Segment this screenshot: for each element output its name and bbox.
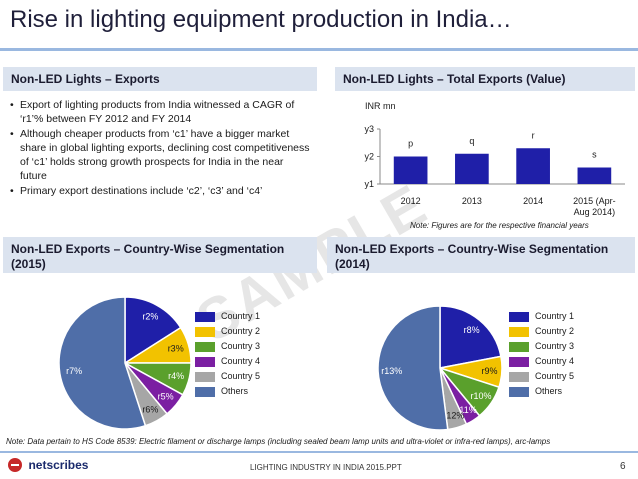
- bar-chart-note: Note: Figures are for the respective fin…: [410, 221, 589, 230]
- pie-chart-2014: r8% r9% r10% r11%r12% r13%: [377, 305, 503, 431]
- swatch: [509, 311, 529, 322]
- legend-item-country3: Country 3: [195, 340, 260, 352]
- legend-item-country1: Country 1: [195, 310, 260, 322]
- legend-label: Country 4: [535, 356, 575, 366]
- bar-data-label: p: [408, 139, 413, 149]
- legend-item-country5: Country 5: [509, 370, 574, 382]
- legend-item-country1: Country 1: [509, 310, 574, 322]
- bar: [577, 167, 612, 184]
- pie-chart-2015: r2% r3% r4% r5%r6% r7%: [58, 296, 192, 430]
- swatch: [195, 371, 215, 382]
- footnote: Note: Data pertain to HS Code 8539: Elec…: [6, 437, 551, 446]
- pie-slice: [124, 296, 182, 365]
- pie-data-label: r5%: [158, 392, 174, 402]
- total-exports-header: Non-LED Lights – Total Exports (Value): [335, 67, 635, 91]
- swatch: [195, 311, 215, 322]
- swatch: [195, 386, 215, 397]
- pie-slice: [58, 296, 147, 430]
- bullet-item: Although cheaper products from ‘c1’ have…: [10, 127, 310, 183]
- legend-label: Country 2: [221, 326, 261, 336]
- segmentation-2014-header: Non-LED Exports – Country-Wise Segmentat…: [327, 237, 635, 273]
- legend-item-others: Others: [195, 385, 248, 397]
- pie-data-label: r9%: [481, 366, 497, 376]
- total-exports-bar-chart: INR mn y1 y2 y3 p 2012 q 2013 r 2014 s 2015 (Apr-Au…: [364, 101, 625, 217]
- x-tick-label: 2013: [462, 196, 482, 206]
- legend-2014: Country 1 Country 2 Country 3 Country 4 …: [509, 310, 589, 400]
- legend-label: Country 3: [535, 341, 575, 351]
- title-rule: [0, 48, 638, 51]
- swatch: [195, 341, 215, 352]
- legend-label: Country 2: [535, 326, 575, 336]
- pie-data-label: r6%: [142, 404, 158, 414]
- pie-data-label: r13%: [381, 366, 402, 376]
- swatch: [509, 371, 529, 382]
- exports-header: Non-LED Lights – Exports: [3, 67, 317, 91]
- pie-data-label: r8%: [464, 325, 480, 335]
- bar-data-label: r: [532, 130, 535, 140]
- bar-data-label: s: [592, 150, 597, 160]
- legend-item-country4: Country 4: [509, 355, 574, 367]
- brand-name: netscribes: [28, 457, 89, 472]
- legend-label: Country 1: [535, 311, 575, 321]
- pie-data-label: r11%: [456, 405, 476, 415]
- legend-label: Country 5: [221, 371, 261, 381]
- swatch: [195, 356, 215, 367]
- legend-item-country2: Country 2: [509, 325, 574, 337]
- swatch: [509, 356, 529, 367]
- pie-data-label: r2%: [142, 312, 158, 322]
- exports-bullet-list: Export of lighting products from India w…: [10, 98, 310, 199]
- legend-item-others: Others: [509, 385, 562, 397]
- swatch: [195, 326, 215, 337]
- bullet-item: Primary export destinations include ‘c2’…: [10, 184, 310, 198]
- swatch: [509, 326, 529, 337]
- x-tick-label: 2014: [523, 196, 543, 206]
- pie-data-label: r3%: [168, 343, 184, 353]
- legend-label: Country 1: [221, 311, 261, 321]
- bar: [516, 148, 550, 184]
- y-axis-label: INR mn: [365, 101, 396, 111]
- pie-data-label: r10%: [471, 391, 492, 401]
- y-tick-label: y1: [364, 179, 374, 189]
- logo-mark-icon: [8, 457, 22, 472]
- footer-rule: [0, 451, 638, 453]
- x-tick-label: 2012: [401, 196, 421, 206]
- legend-item-country4: Country 4: [195, 355, 260, 367]
- brand-logo: netscribes: [8, 456, 88, 474]
- legend-label: Country 3: [221, 341, 261, 351]
- y-tick-label: y3: [364, 124, 374, 134]
- legend-label: Others: [535, 386, 563, 396]
- legend-item-country5: Country 5: [195, 370, 260, 382]
- pie-data-label: r7%: [66, 366, 82, 376]
- pie-slice: [377, 305, 449, 431]
- pie-data-label: r12%: [443, 411, 464, 421]
- page-title: Rise in lighting equipment production in…: [10, 6, 512, 33]
- bar-data-label: q: [469, 136, 474, 146]
- pie-data-label: r4%: [168, 371, 184, 381]
- page-number: 6: [620, 461, 626, 472]
- segmentation-2015-header: Non-LED Exports – Country-Wise Segmentat…: [3, 237, 317, 273]
- x-tick-label: Aug 2014): [574, 207, 616, 217]
- pie-slice: [439, 305, 502, 369]
- y-tick-label: y2: [364, 152, 374, 162]
- legend-item-country3: Country 3: [509, 340, 574, 352]
- legend-item-country2: Country 2: [195, 325, 260, 337]
- swatch: [509, 341, 529, 352]
- legend-label: Country 4: [221, 356, 261, 366]
- legend-label: Country 5: [535, 371, 575, 381]
- legend-2015: Country 1 Country 2 Country 3 Country 4 …: [195, 310, 275, 400]
- bar: [455, 153, 489, 184]
- footer-doc-title: LIGHTING INDUSTRY IN INDIA 2015.PPT: [250, 463, 402, 472]
- bullet-item: Export of lighting products from India w…: [10, 98, 310, 126]
- x-tick-label: 2015 (Apr-: [573, 196, 616, 206]
- bar: [393, 156, 428, 184]
- legend-label: Others: [221, 386, 249, 396]
- swatch: [509, 386, 529, 397]
